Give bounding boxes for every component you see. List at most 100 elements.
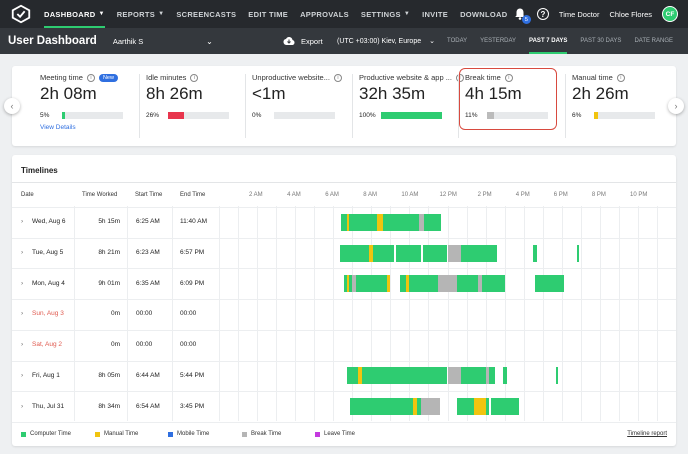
timeline-segment-computer[interactable]	[533, 244, 538, 262]
timeline-segment-computer[interactable]	[343, 275, 347, 293]
timeline-segment-break[interactable]	[477, 275, 482, 293]
info-icon[interactable]: i	[333, 73, 342, 82]
timeline-segment-break[interactable]	[447, 244, 461, 262]
timeline-segment-computer[interactable]	[361, 367, 448, 385]
scroll-left-button[interactable]: ‹	[4, 98, 20, 114]
company-name[interactable]: Time Doctor	[558, 9, 600, 19]
column-divider	[172, 206, 173, 421]
nav-item-invite[interactable]: INVITE	[422, 0, 448, 28]
time-doctor-logo-icon[interactable]	[10, 3, 32, 25]
range-tab-date-range[interactable]: DATE RANGE	[634, 38, 673, 44]
notifications-bell-icon[interactable]: 5	[513, 7, 531, 24]
timeline-segment-computer[interactable]	[457, 275, 478, 293]
nav-item-approvals[interactable]: APPROVALS	[300, 0, 349, 28]
timeline-segment-computer[interactable]	[457, 398, 475, 416]
timeline-segment-computer[interactable]	[417, 398, 421, 416]
timeline-segment-computer[interactable]	[373, 244, 395, 262]
user-selector-dropdown[interactable]: Aarthik S ⌄	[113, 37, 213, 46]
timezone-selector[interactable]: (UTC +03:00) Kiev, Europe ⌄	[337, 28, 435, 54]
timeline-segment-yellow[interactable]	[346, 275, 350, 293]
stat-card-productive-website-app: Productive website & app ... i 32h 35m 100%	[359, 66, 464, 146]
timeline-segment-computer[interactable]	[399, 275, 406, 293]
timeline-segment-computer[interactable]	[356, 275, 387, 293]
timeline-segment-yellow[interactable]	[357, 367, 362, 385]
grid-line	[409, 206, 411, 421]
timeline-segment-break[interactable]	[420, 398, 440, 416]
timeline-segment-computer[interactable]	[396, 244, 421, 262]
expand-row-chevron-icon[interactable]: ›	[21, 218, 24, 226]
timeline-segment-computer[interactable]	[481, 275, 505, 293]
range-tab-today[interactable]: TODAY	[447, 38, 468, 44]
row-worked: 0m	[110, 310, 120, 318]
expand-row-chevron-icon[interactable]: ›	[21, 341, 24, 349]
timeline-segment-computer[interactable]	[485, 398, 490, 416]
nav-item-reports[interactable]: REPORTS ▼	[117, 0, 165, 28]
timeline-segment-computer[interactable]	[349, 213, 377, 231]
info-icon[interactable]: i	[504, 73, 513, 82]
info-icon[interactable]: i	[616, 73, 625, 82]
expand-row-chevron-icon[interactable]: ›	[21, 279, 24, 287]
range-tab-past-7-days[interactable]: PAST 7 DAYS	[529, 28, 568, 54]
timeline-segment-computer[interactable]	[502, 367, 507, 385]
timeline-segment-break[interactable]	[418, 213, 424, 231]
nav-item-dashboard[interactable]: DASHBOARD ▼	[44, 0, 105, 28]
timeline-segment-computer[interactable]	[409, 275, 438, 293]
row-date: Tue, Aug 5	[32, 249, 64, 257]
timeline-segment-computer[interactable]	[577, 244, 579, 262]
timeline-segment-break[interactable]	[352, 275, 357, 293]
expand-row-chevron-icon[interactable]: ›	[21, 310, 24, 318]
expand-row-chevron-icon[interactable]: ›	[21, 402, 24, 410]
timeline-segment-break[interactable]	[485, 367, 490, 385]
timeline-segment-yellow[interactable]	[369, 244, 374, 262]
range-tab-yesterday[interactable]: YESTERDAY	[480, 38, 517, 44]
hour-tick-label: 2 PM	[477, 192, 492, 198]
timeline-segment-computer[interactable]	[349, 275, 353, 293]
timeline-segment-computer[interactable]	[340, 244, 370, 262]
timeline-segment-computer[interactable]	[422, 244, 448, 262]
timeline-segment-yellow[interactable]	[413, 398, 417, 416]
timeline-segment-computer[interactable]	[556, 367, 558, 385]
nav-item-screencasts[interactable]: SCREENCASTS	[176, 0, 236, 28]
grid-line	[485, 206, 487, 421]
help-icon[interactable]: ?	[536, 8, 549, 20]
nav-item-label: APPROVALS	[300, 9, 349, 19]
timeline-report-link[interactable]: Timeline report	[627, 431, 667, 437]
nav-item-settings[interactable]: SETTINGS ▼	[361, 0, 410, 28]
timeline-segment-yellow[interactable]	[474, 398, 486, 416]
row-date: Mon, Aug 4	[32, 279, 65, 287]
timeline-segment-yellow[interactable]	[405, 275, 410, 293]
legend-label: Manual Time	[104, 431, 139, 437]
timeline-segment-computer[interactable]	[491, 398, 519, 416]
timeline-segment-computer[interactable]	[350, 398, 414, 416]
timeline-segment-computer[interactable]	[347, 367, 358, 385]
timeline-segment-computer[interactable]	[423, 213, 441, 231]
view-details-link[interactable]: View Details	[40, 124, 76, 131]
timeline-segment-yellow[interactable]	[386, 275, 391, 293]
timeline-segment-computer[interactable]	[340, 213, 347, 231]
nav-item-download[interactable]: DOWNLOAD	[460, 0, 507, 28]
timeline-segment-computer[interactable]	[460, 244, 498, 262]
grid-line	[371, 206, 373, 421]
stat-percent: 11%	[465, 112, 478, 119]
timeline-segment-yellow[interactable]	[346, 213, 350, 231]
row-worked: 8h 05m	[98, 371, 120, 379]
expand-row-chevron-icon[interactable]: ›	[21, 249, 24, 257]
nav-item-edit-time[interactable]: EDIT TIME	[248, 0, 288, 28]
range-tab-past-30-days[interactable]: PAST 30 DAYS	[580, 38, 622, 44]
avatar[interactable]: CF	[662, 6, 678, 22]
scroll-right-button[interactable]: ›	[668, 98, 684, 114]
timeline-segment-break[interactable]	[437, 275, 458, 293]
timeline-segment-computer[interactable]	[489, 367, 496, 385]
timeline-segment-computer[interactable]	[382, 213, 419, 231]
user-name[interactable]: Chloe Flores	[609, 9, 652, 19]
nav-item-label: INVITE	[422, 9, 449, 19]
timeline-segment-computer[interactable]	[535, 275, 564, 293]
info-icon[interactable]: i	[86, 73, 95, 82]
expand-row-chevron-icon[interactable]: ›	[21, 371, 24, 379]
stat-progress-fill	[487, 112, 494, 119]
timeline-segment-yellow[interactable]	[377, 213, 383, 231]
info-icon[interactable]: i	[190, 73, 199, 82]
timeline-segment-computer[interactable]	[460, 367, 486, 385]
export-button[interactable]: Export	[283, 28, 323, 54]
timeline-segment-break[interactable]	[447, 367, 461, 385]
